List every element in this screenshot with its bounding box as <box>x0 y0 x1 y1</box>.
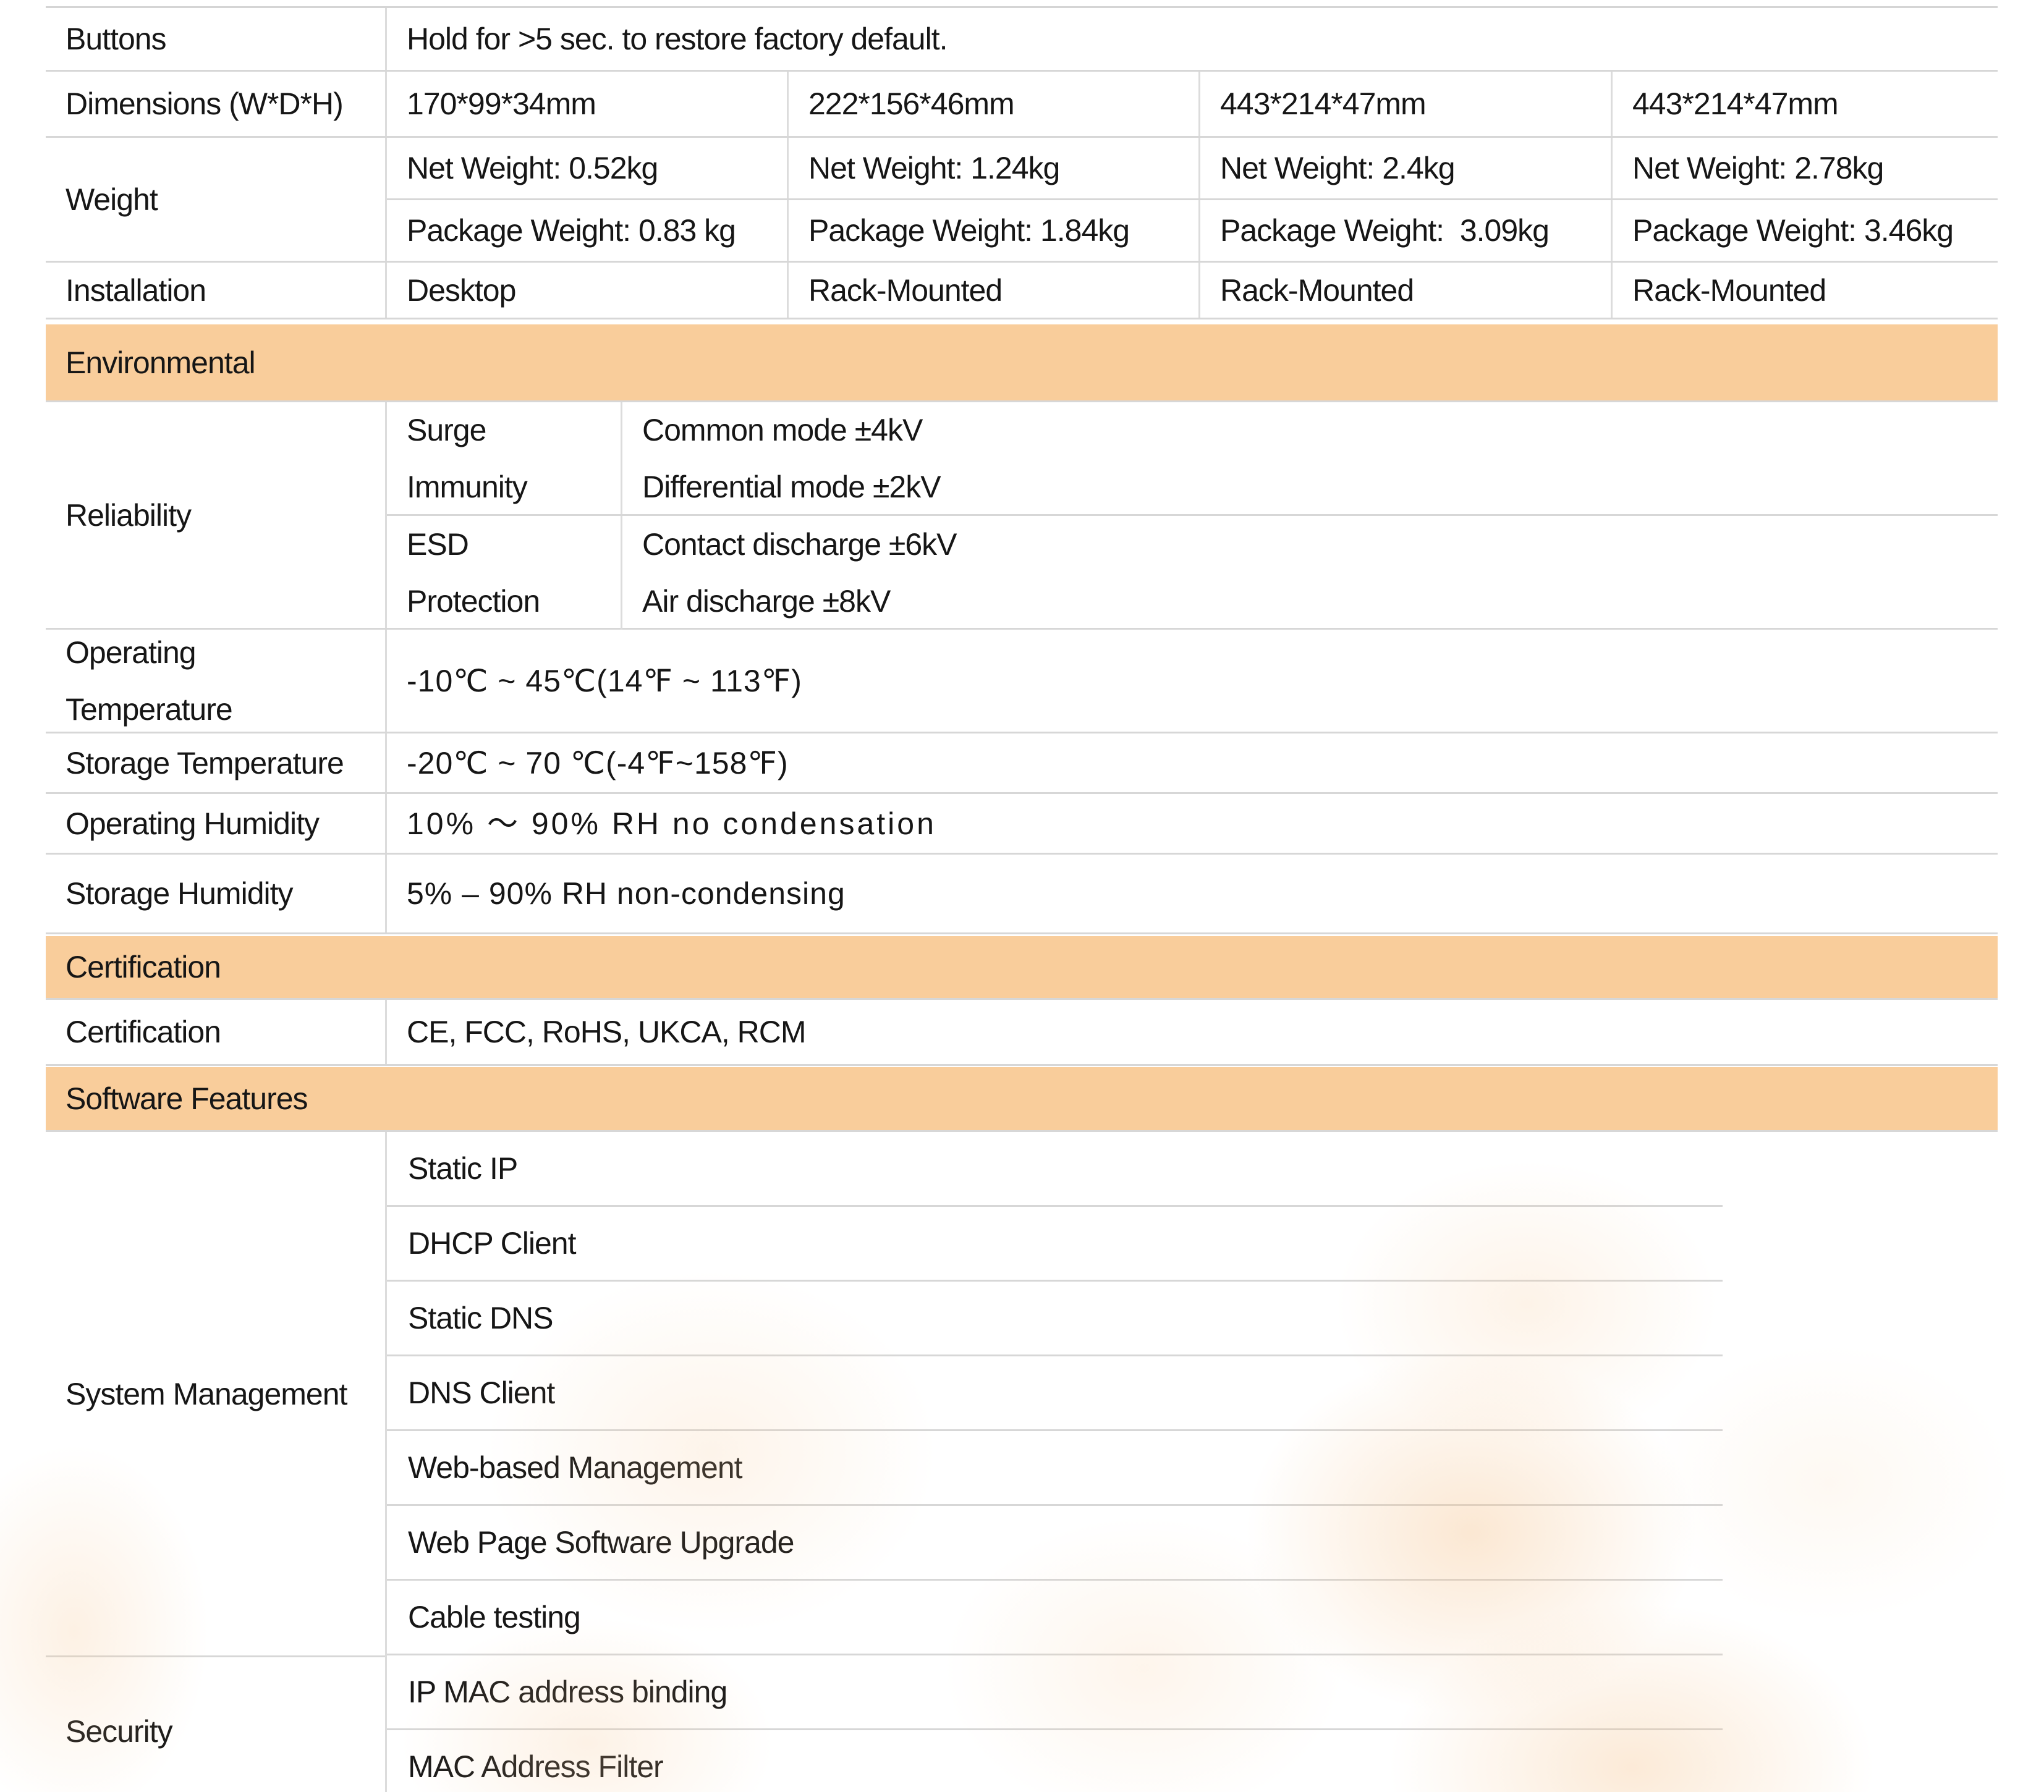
dimensions-label: Dimensions (W*D*H) <box>46 72 387 136</box>
installation-label: Installation <box>46 263 387 318</box>
feature-row: Web-based Management <box>387 1431 1998 1506</box>
package-weight-2: Package Weight: 1.84kg <box>789 200 1200 261</box>
feature-row: DNS Client <box>387 1356 1998 1431</box>
operating-humidity-label: Operating Humidity <box>46 794 387 853</box>
net-weight-2: Net Weight: 1.24kg <box>789 138 1200 198</box>
weight-label: Weight <box>46 138 387 261</box>
storage-temperature-value: -20℃ ~ 70 ℃(-4℉~158℉) <box>407 745 789 780</box>
section-gap <box>46 319 1998 324</box>
feature-mac-address-filter: MAC Address Filter <box>387 1730 1723 1792</box>
operating-temperature-value: -10℃ ~ 45℃(14℉ ~ 113℉) <box>407 663 802 698</box>
spec-row-buttons: Buttons Hold for >5 sec. to restore fact… <box>46 8 1998 72</box>
spec-row-operating-temperature: Operating Temperature -10℃ ~ 45℃(14℉ ~ 1… <box>46 630 1998 733</box>
reliability-values: Surge Immunity Common mode ±4kV Differen… <box>387 402 1998 630</box>
spec-table: Buttons Hold for >5 sec. to restore fact… <box>46 6 1998 1792</box>
net-weight-4: Net Weight: 2.78kg <box>1632 151 1884 185</box>
software-features-section: System Management Security Static IP DHC… <box>46 1132 1998 1792</box>
security-label: Security <box>46 1655 385 1792</box>
net-weight-1: Net Weight: 0.52kg <box>387 138 789 198</box>
operating-temperature-label: Operating Temperature <box>46 630 387 732</box>
feature-row: Cable testing <box>387 1581 1998 1655</box>
section-header-environmental: Environmental <box>46 324 1998 402</box>
installation-value-4: Rack-Mounted <box>1632 273 1826 308</box>
esd-protection-label: ESD Protection <box>387 516 622 630</box>
feature-dns-client: DNS Client <box>387 1356 1723 1431</box>
operating-humidity-value: 10% ～ 90% RH no condensation <box>407 806 936 841</box>
feature-dhcp-client: DHCP Client <box>387 1207 1723 1282</box>
storage-temperature-label: Storage Temperature <box>46 733 387 792</box>
system-management-label: System Management <box>66 1376 347 1411</box>
installation-value-1: Desktop <box>387 263 789 318</box>
surge-immunity-label: Surge Immunity <box>387 402 622 514</box>
software-left-column: System Management Security <box>46 1132 387 1792</box>
buttons-value: Hold for >5 sec. to restore factory defa… <box>407 22 948 56</box>
installation-value-2: Rack-Mounted <box>789 263 1200 318</box>
package-weight-4: Package Weight: 3.46kg <box>1632 213 1954 248</box>
surge-immunity-value: Common mode ±4kV Differential mode ±2kV <box>642 412 941 504</box>
certification-label: Certification <box>46 1000 387 1064</box>
dimensions-value-4: 443*214*47mm <box>1632 87 1839 121</box>
feature-ip-mac-address-binding: IP MAC address binding <box>387 1655 1723 1730</box>
software-feature-rows: Static IP DHCP Client Static DNS DNS Cli… <box>387 1132 1998 1792</box>
section-gap <box>46 934 1998 936</box>
spec-row-weight: Weight Net Weight: 0.52kg Net Weight: 1.… <box>46 138 1998 263</box>
spec-row-storage-temperature: Storage Temperature -20℃ ~ 70 ℃(-4℉~158℉… <box>46 733 1998 794</box>
spec-row-storage-humidity: Storage Humidity 5% – 90% RH non-condens… <box>46 855 1998 934</box>
buttons-label: Buttons <box>46 8 387 70</box>
net-weight-3: Net Weight: 2.4kg <box>1200 138 1613 198</box>
dimensions-value-2: 222*156*46mm <box>789 72 1200 136</box>
spec-row-certification: Certification CE, FCC, RoHS, UKCA, RCM <box>46 1000 1998 1066</box>
feature-row: MAC Address Filter <box>387 1730 1998 1792</box>
storage-humidity-label: Storage Humidity <box>46 855 387 932</box>
weight-values: Net Weight: 0.52kg Net Weight: 1.24kg Ne… <box>387 138 1998 261</box>
feature-static-dns: Static DNS <box>387 1282 1723 1356</box>
section-header-certification: Certification <box>46 936 1998 1000</box>
feature-row: IP MAC address binding <box>387 1655 1998 1730</box>
package-weight-row: Package Weight: 0.83 kg Package Weight: … <box>387 200 1998 261</box>
installation-value-3: Rack-Mounted <box>1200 263 1613 318</box>
esd-protection-row: ESD Protection Contact discharge ±6kV Ai… <box>387 516 1998 630</box>
package-weight-1: Package Weight: 0.83 kg <box>387 200 789 261</box>
section-gap <box>46 1066 1998 1067</box>
package-weight-3: Package Weight: 3.09kg <box>1200 200 1613 261</box>
spec-row-operating-humidity: Operating Humidity 10% ～ 90% RH no conde… <box>46 794 1998 855</box>
feature-web-page-software-upgrade: Web Page Software Upgrade <box>387 1506 1723 1581</box>
feature-static-ip: Static IP <box>387 1132 1723 1207</box>
spec-row-dimensions: Dimensions (W*D*H) 170*99*34mm 222*156*4… <box>46 72 1998 138</box>
spec-row-reliability: Reliability Surge Immunity Common mode ±… <box>46 402 1998 630</box>
feature-row: Static DNS <box>387 1282 1998 1356</box>
net-weight-row: Net Weight: 0.52kg Net Weight: 1.24kg Ne… <box>387 138 1998 200</box>
storage-humidity-value: 5% – 90% RH non-condensing <box>407 876 846 911</box>
feature-cable-testing: Cable testing <box>387 1581 1723 1655</box>
spec-row-installation: Installation Desktop Rack-Mounted Rack-M… <box>46 263 1998 319</box>
surge-immunity-row: Surge Immunity Common mode ±4kV Differen… <box>387 402 1998 516</box>
dimensions-value-3: 443*214*47mm <box>1200 72 1613 136</box>
section-header-software-features: Software Features <box>46 1067 1998 1132</box>
dimensions-value-1: 170*99*34mm <box>387 72 789 136</box>
esd-protection-value: Contact discharge ±6kV Air discharge ±8k… <box>642 527 957 619</box>
certification-value: CE, FCC, RoHS, UKCA, RCM <box>407 1015 807 1049</box>
feature-web-based-management: Web-based Management <box>387 1431 1723 1506</box>
feature-row: DHCP Client <box>387 1207 1998 1282</box>
reliability-label: Reliability <box>46 402 387 628</box>
feature-row: Web Page Software Upgrade <box>387 1506 1998 1581</box>
feature-row: Static IP <box>387 1132 1998 1207</box>
